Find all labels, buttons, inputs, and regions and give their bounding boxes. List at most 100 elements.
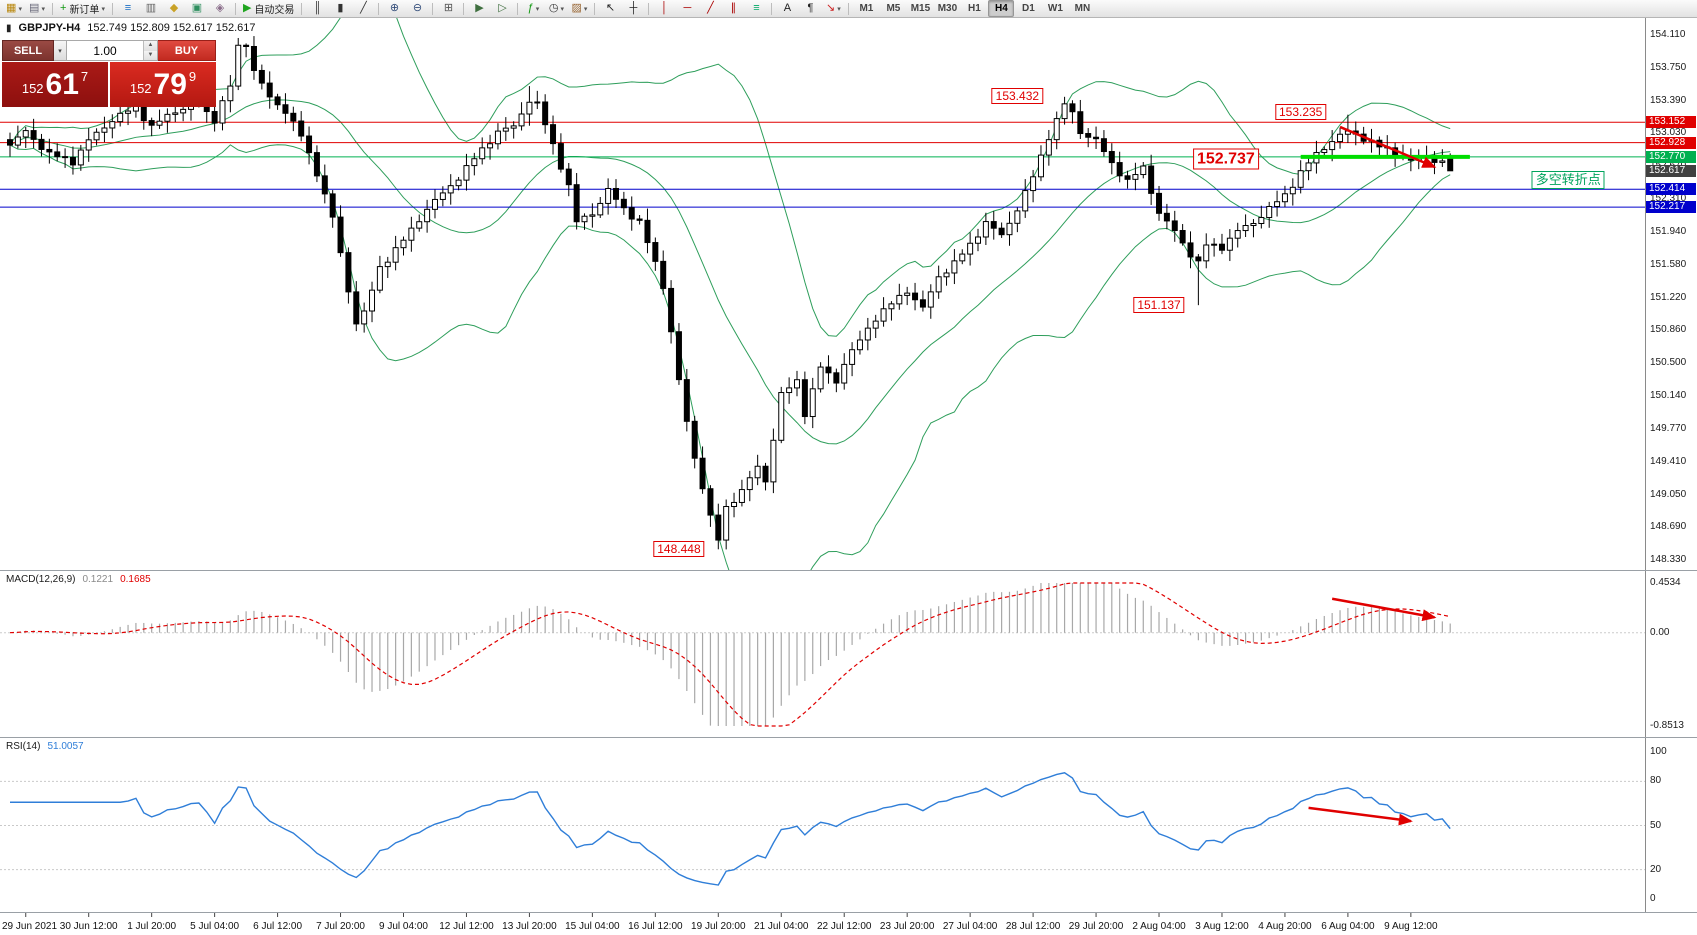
toolbar-separator — [111, 2, 113, 15]
zoom-out-icon[interactable]: ⊖ — [412, 2, 423, 14]
rsi-value: 51.0057 — [47, 741, 84, 752]
text-icon[interactable]: A — [783, 2, 792, 14]
periods-dropdown[interactable]: ◷ ▾ — [548, 2, 564, 14]
rsi-axis-label: 0 — [1650, 893, 1656, 904]
one-click-trading-panel: SELL ▾ ▲ ▼ BUY 152 61 7 152 — [2, 40, 216, 107]
time-axis-label: 23 Jul 20:00 — [880, 921, 935, 932]
data-window-icon[interactable]: ▥ — [145, 2, 157, 14]
macd-panel[interactable]: MACD(12,26,9) 0.1221 0.1685 0.4534 0.00 -0… — [0, 570, 1697, 738]
toolbar-separator — [848, 2, 850, 15]
auto-scroll-icon[interactable]: ▶ — [475, 2, 484, 14]
timeframe-D1[interactable]: D1 — [1022, 3, 1035, 14]
cursor-icon[interactable]: ↖ — [605, 2, 616, 14]
trendline-icon[interactable]: ╱ — [707, 2, 714, 14]
price-axis-label: 151.940 — [1650, 226, 1687, 238]
indicators-icon[interactable]: ƒ ▾ — [527, 2, 540, 14]
terminal-icon[interactable]: ▣ — [191, 2, 203, 14]
timeframe-H1[interactable]: H1 — [968, 3, 981, 14]
price-axis-label: 151.580 — [1650, 258, 1687, 270]
volume-input[interactable] — [67, 41, 143, 60]
trend-arrow[interactable] — [1339, 125, 1437, 169]
fibonacci-icon[interactable]: ≡ — [753, 2, 760, 14]
main-chart-panel[interactable]: ▮ GBPJPY-H4 152.749 152.809 152.617 152.… — [0, 18, 1697, 570]
macd-trend-arrow[interactable] — [1331, 597, 1437, 622]
bollinger-middle-band — [9, 99, 1451, 445]
chart-shift-icon[interactable]: ▷ — [498, 2, 507, 14]
time-axis-label: 15 Jul 04:00 — [565, 921, 620, 932]
price-annotation[interactable]: 153.432 — [991, 88, 1044, 105]
new-order-button[interactable]: + 新订单 ▾ — [60, 2, 105, 16]
market-watch-icon[interactable]: ≡ — [124, 2, 132, 14]
price-annotation[interactable]: 151.137 — [1133, 296, 1185, 313]
line-chart-icon[interactable]: ╱ — [360, 2, 367, 14]
rsi-line — [10, 772, 1451, 886]
volume-decrease-button[interactable]: ▼ — [144, 50, 157, 60]
crosshair-icon[interactable]: ┼ — [629, 2, 638, 14]
arrows-icon[interactable]: ↘ ▾ — [826, 2, 841, 14]
price-annotation[interactable]: 152.737 — [1192, 148, 1259, 170]
sell-price-display[interactable]: 152 61 7 — [2, 62, 108, 107]
price-annotation[interactable]: 148.448 — [653, 541, 705, 558]
macd-signal-value: 0.1685 — [120, 574, 151, 585]
price-axis-label: 150.140 — [1650, 389, 1687, 401]
buy-button[interactable]: BUY — [158, 40, 216, 61]
profiles-icon[interactable]: ▤ ▾ — [29, 2, 45, 14]
timeframe-M5[interactable]: M5 — [886, 3, 901, 14]
timeframe-W1[interactable]: W1 — [1047, 3, 1063, 14]
volume-increase-button[interactable]: ▲ — [144, 41, 157, 51]
templates-icon[interactable]: ▨ ▾ — [571, 2, 588, 14]
time-axis-label: 30 Jun 12:00 — [60, 921, 118, 932]
price-axis-label: 151.220 — [1650, 291, 1687, 303]
tile-windows-icon[interactable]: ⊞ — [443, 2, 454, 14]
time-axis-label: 6 Aug 04:00 — [1321, 921, 1375, 932]
toolbar-separator — [594, 2, 596, 15]
vertical-line-icon[interactable]: │ — [660, 2, 668, 14]
new-chart-icon[interactable]: ▦ ▾ — [6, 2, 22, 14]
rsi-canvas[interactable] — [0, 738, 1697, 913]
price-annotation[interactable]: 153.235 — [1274, 104, 1327, 121]
bollinger-bands — [9, 18, 1451, 570]
candlestick-chart-icon[interactable]: ▮ — [337, 2, 344, 14]
rsi-header: RSI(14) 51.0057 — [6, 741, 84, 752]
navigator-icon[interactable]: ◆ — [169, 2, 179, 14]
price-axis-label: 149.050 — [1650, 488, 1687, 500]
strategy-tester-icon[interactable]: ◈ — [215, 2, 225, 14]
timeframe-MN[interactable]: MN — [1074, 3, 1091, 14]
toolbar-separator — [517, 2, 519, 15]
sell-button[interactable]: SELL — [2, 40, 54, 61]
zoom-in-icon[interactable]: ⊕ — [389, 2, 400, 14]
toolbar: ▦ ▾ ▤ ▾ + 新订单 ▾ ≡ ▥ ◆ ▣ ◈ ▶ 自动交易 ║ ▮ ╱ ⊕ ⊖ ⊞ ▶ ▷ ƒ ▾ ◷ ▾ ▨ ▾ ↖ ┼ │ ─ ╱ ∥ ≡… — [0, 0, 1697, 18]
macd-canvas[interactable] — [0, 571, 1697, 738]
rsi-title: RSI(14) — [6, 741, 41, 752]
timeframe-M30[interactable]: M30 — [937, 3, 958, 14]
channel-icon[interactable]: ∥ — [730, 2, 737, 14]
turning-point-label[interactable]: 多空转折点 — [1531, 170, 1605, 189]
timeframe-M1[interactable]: M1 — [859, 3, 874, 14]
bar-chart-icon[interactable]: ║ — [313, 2, 322, 14]
time-axis-label: 28 Jul 12:00 — [1006, 921, 1061, 932]
timeframe-H4[interactable]: H4 — [988, 0, 1015, 17]
price-axis-tag: 152.217 — [1646, 201, 1696, 214]
price-axis-label: 149.770 — [1650, 423, 1687, 435]
rsi-panel[interactable]: RSI(14) 51.0057 100 80 50 20 0 — [0, 737, 1697, 913]
time-axis-canvas: 29 Jun 2021 30 Jun 12:00 1 Jul 20:00 5 Jul … — [2, 913, 1438, 932]
time-axis[interactable]: 29 Jun 2021 30 Jun 12:00 1 Jul 20:00 5 Jul … — [0, 912, 1697, 935]
volume-field: ▲ ▼ — [67, 40, 158, 61]
rsi-axis-label: 100 — [1650, 746, 1667, 757]
autotrading-button[interactable]: ▶ 自动交易 — [242, 2, 295, 16]
toolbar-separator — [301, 2, 303, 15]
rsi-axis-label: 50 — [1650, 819, 1662, 831]
horizontal-line-icon[interactable]: ─ — [683, 2, 692, 14]
time-axis-label: 16 Jul 12:00 — [628, 921, 683, 932]
main-chart-canvas[interactable] — [0, 18, 1697, 570]
timeframe-M15[interactable]: M15 — [910, 3, 931, 14]
buy-price-display[interactable]: 152 79 9 — [110, 62, 216, 107]
time-axis-label: 6 Jul 12:00 — [253, 921, 302, 932]
order-options-dropdown[interactable]: ▾ — [54, 40, 67, 61]
rsi-trend-arrow[interactable] — [1308, 806, 1413, 826]
time-axis-label: 2 Aug 04:00 — [1132, 921, 1186, 932]
time-axis-label: 7 Jul 20:00 — [316, 921, 365, 932]
ohlc-values: 152.749 152.809 152.617 152.617 — [87, 22, 256, 34]
label-icon[interactable]: ¶ — [807, 2, 814, 14]
chart-ohlc-info: ▮ GBPJPY-H4 152.749 152.809 152.617 152.… — [6, 22, 255, 34]
